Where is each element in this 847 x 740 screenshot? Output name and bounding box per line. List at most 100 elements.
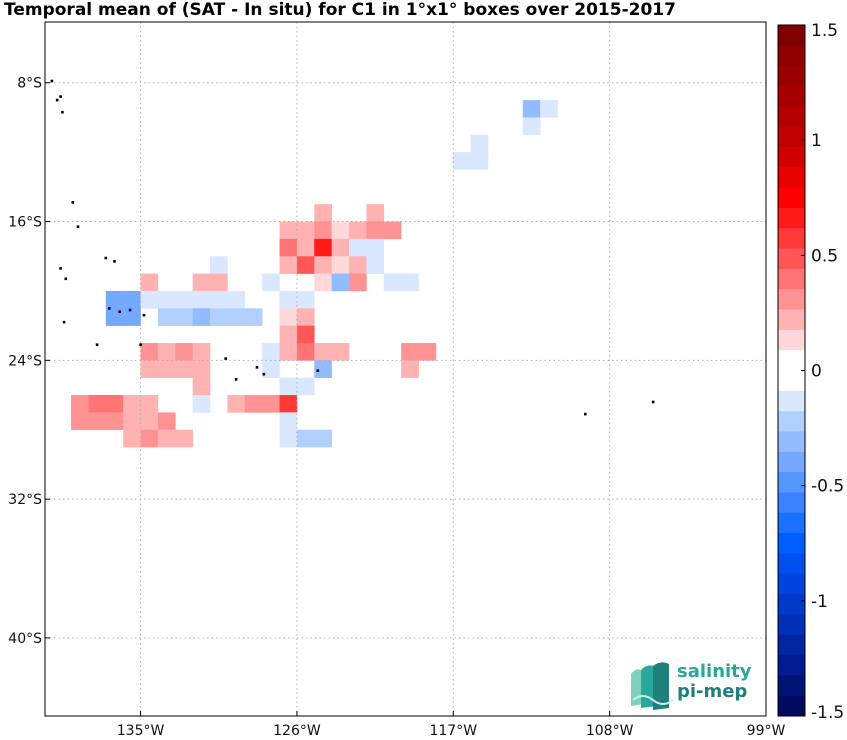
heatmap-cell xyxy=(175,360,193,378)
heatmap-cell xyxy=(314,238,332,257)
colorbar-swatch xyxy=(778,655,805,676)
island-mark xyxy=(95,343,99,346)
map-frame xyxy=(44,21,767,717)
heatmap-cell xyxy=(105,412,124,431)
heatmap-cell xyxy=(331,238,350,257)
heatmap-cell xyxy=(314,256,332,274)
heatmap-cell xyxy=(227,308,246,326)
heatmap-cell xyxy=(279,256,298,274)
heatmap-cell xyxy=(140,290,159,309)
colorbar-swatch xyxy=(778,512,805,534)
colorbar-tick-labels: 1.5 1 0.5 0 -0.5 -1 -1.5 xyxy=(801,21,844,723)
heatmap-cell xyxy=(157,308,176,326)
heatmap-cell xyxy=(331,221,350,240)
island-mark xyxy=(71,201,75,204)
logo-wave-icon xyxy=(631,662,674,710)
heatmap-cell xyxy=(522,117,541,136)
heatmap-cell xyxy=(192,360,211,378)
colorbar-swatch xyxy=(778,167,805,188)
island-mark xyxy=(262,372,266,376)
heatmap-cell xyxy=(331,256,350,274)
longitude-tick-labels: 135°W 126°W 117°W 108°W 99°W xyxy=(117,711,786,739)
colorbar-swatch xyxy=(778,25,805,46)
island-mark xyxy=(50,79,54,83)
heatmap-cell xyxy=(279,221,298,240)
colorbar-swatch xyxy=(778,634,805,656)
salinity-pimep-logo: salinity pi-mep xyxy=(627,660,767,710)
heatmap-cell xyxy=(314,221,332,240)
heatmap-cell xyxy=(262,273,280,292)
colorbar-tick-label: -1 xyxy=(811,592,828,612)
lat-tick-label: 16°S xyxy=(8,215,42,231)
heatmap-cell xyxy=(540,100,558,118)
heatmap-cell xyxy=(175,429,193,448)
island-mark xyxy=(224,357,227,360)
heatmap-cell xyxy=(279,395,298,413)
heatmap-cell xyxy=(210,256,228,274)
colorbar-swatch xyxy=(778,451,805,473)
heatmap-cell xyxy=(227,395,246,413)
heatmap-cells xyxy=(71,100,558,448)
heatmap-cell xyxy=(140,342,159,361)
heatmap-cell xyxy=(175,290,193,309)
lon-tick-label: 99°W xyxy=(747,723,786,739)
heatmap-cell xyxy=(296,342,315,361)
heatmap-cell xyxy=(192,308,211,326)
heatmap-cell xyxy=(331,273,350,292)
heatmap-cell xyxy=(296,221,315,240)
heatmap-cell xyxy=(123,429,141,448)
heatmap-cell xyxy=(314,204,332,222)
heatmap-cell xyxy=(349,273,367,292)
colorbar-swatch xyxy=(778,106,805,128)
heatmap-cell xyxy=(296,308,315,326)
colorbar-swatch xyxy=(778,146,805,168)
heatmap-cell xyxy=(192,273,211,292)
island-mark xyxy=(255,366,259,369)
map-title: Temporal mean of (SAT - In situ) for C1 … xyxy=(4,0,676,20)
heatmap-cell xyxy=(140,412,159,431)
colorbar-tick-label: -1.5 xyxy=(811,703,844,723)
island-mark xyxy=(76,225,80,228)
heatmap-cell xyxy=(279,429,298,448)
heatmap-cell xyxy=(296,377,315,396)
heatmap-cell xyxy=(279,412,298,431)
heatmap-cell xyxy=(296,325,315,344)
island-mark xyxy=(64,277,68,281)
colorbar-swatch xyxy=(778,268,805,290)
island-mark xyxy=(59,267,62,270)
island-mark xyxy=(139,343,142,346)
heatmap-cell xyxy=(349,256,367,274)
heatmap-cell xyxy=(140,395,159,413)
island-mark xyxy=(59,95,62,98)
heatmap-cell xyxy=(192,395,211,413)
heatmap-cell xyxy=(522,100,541,118)
island-mark xyxy=(584,412,587,416)
heatmap-cell xyxy=(140,273,159,292)
lon-tick-label: 126°W xyxy=(273,723,321,739)
heatmap-cell xyxy=(157,429,176,448)
heatmap-cell xyxy=(123,290,141,309)
colorbar-swatch xyxy=(778,85,805,107)
heatmap-cell xyxy=(279,342,298,361)
colorbar-swatch xyxy=(778,472,805,493)
colorbar-swatch xyxy=(778,126,805,148)
heatmap-cell xyxy=(331,342,350,361)
heatmap-cell xyxy=(71,395,89,413)
colorbar-swatch xyxy=(778,207,805,229)
heatmap-cell xyxy=(366,238,385,257)
lat-tick-label: 24°S xyxy=(8,353,42,369)
island-mark xyxy=(113,260,116,263)
island-mark xyxy=(316,369,320,372)
colorbar-swatch xyxy=(778,533,805,554)
heatmap-cell xyxy=(105,395,124,413)
island-mark xyxy=(128,308,132,312)
lat-tick-label: 32°S xyxy=(8,492,42,508)
heatmap-cell xyxy=(401,273,419,292)
colorbar xyxy=(777,24,806,717)
colorbar-tick-label: -0.5 xyxy=(811,477,844,497)
colorbar-swatch xyxy=(778,573,805,595)
heatmap-cell xyxy=(105,290,124,309)
heatmap-cell xyxy=(175,342,193,361)
heatmap-cell xyxy=(157,412,176,431)
heatmap-cell xyxy=(262,395,280,413)
